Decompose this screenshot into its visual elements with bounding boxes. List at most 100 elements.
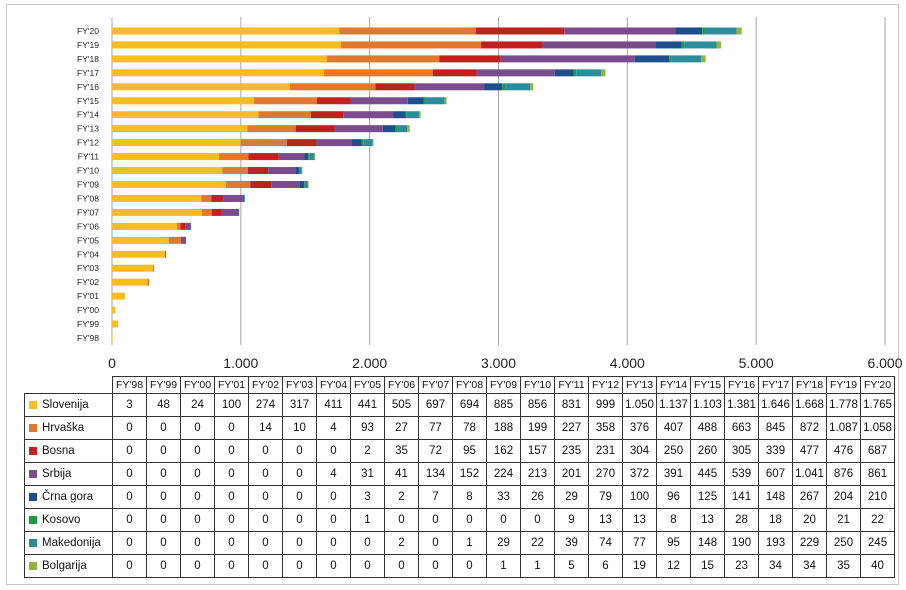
bar-segment <box>147 278 150 286</box>
bar-segment <box>564 27 676 35</box>
table-header-cell: FY'01 <box>214 376 249 394</box>
bar-segment <box>211 194 224 202</box>
table-cell: 0 <box>214 508 249 532</box>
table-cell: 0 <box>282 554 317 578</box>
table-cell: 687 <box>860 439 895 463</box>
bar-segment <box>481 41 543 49</box>
bar-segment <box>299 181 305 188</box>
bar-segment <box>576 69 602 77</box>
bar-segment <box>407 125 410 133</box>
table-cell: 0 <box>248 439 283 463</box>
bar-segment <box>243 194 245 202</box>
table-cell: 304 <box>622 439 657 463</box>
table-cell: 876 <box>826 462 861 486</box>
table-cell: 999 <box>588 393 623 417</box>
bars <box>112 27 742 342</box>
table-cell: 539 <box>724 462 759 486</box>
bar-segment <box>201 208 212 216</box>
table-cell: 250 <box>656 439 691 463</box>
bar-segment <box>112 306 116 314</box>
category-label: FY'12 <box>77 138 99 148</box>
bar-segment <box>476 69 555 77</box>
bar-segment <box>112 194 202 202</box>
bar-segment <box>112 27 340 35</box>
bar-segment <box>185 236 186 244</box>
bar-segment <box>222 167 248 175</box>
table-cell: 0 <box>248 462 283 486</box>
bar-segment <box>655 41 682 49</box>
table-cell: 134 <box>418 462 453 486</box>
bar-segment <box>238 208 240 216</box>
table-cell: 2 <box>384 485 419 509</box>
bar-segment <box>432 69 477 77</box>
table-cell: 23 <box>724 554 759 578</box>
table-cell: 2 <box>384 531 419 555</box>
table-cell: 0 <box>146 554 181 578</box>
table-cell: 697 <box>418 393 453 417</box>
category-label: FY'16 <box>77 82 99 92</box>
bar-segment <box>542 41 656 49</box>
bar-segment <box>112 69 325 77</box>
bar-segment <box>675 27 703 35</box>
table-cell: 1.058 <box>860 416 895 440</box>
bar-segment <box>112 222 178 230</box>
table-cell: 0 <box>282 531 317 555</box>
table-cell: 157 <box>520 439 555 463</box>
table-cell: 79 <box>588 485 623 509</box>
bar-segment <box>219 153 249 161</box>
table-cell: 1.137 <box>656 393 691 417</box>
category-label: FY'15 <box>77 96 99 106</box>
bar-segment <box>201 194 212 202</box>
bar-segment <box>289 83 376 91</box>
bar-segment <box>316 139 352 147</box>
table-cell: 0 <box>248 554 283 578</box>
bar-segment <box>372 139 374 147</box>
category-label: FY'05 <box>77 235 99 245</box>
table-cell: 0 <box>180 554 215 578</box>
bar-segment <box>701 55 706 63</box>
table-row: Črna gora 0 0 0 0 0 0 0 3 2 7 8 33 26 29 79 100 96 125 141 1… <box>24 485 895 509</box>
legend-swatch <box>29 469 37 478</box>
table-cell: 227 <box>554 416 589 440</box>
bar-segment <box>112 236 169 244</box>
table-cell: 31 <box>350 462 385 486</box>
bar-segment <box>530 83 534 91</box>
table-cell: 831 <box>554 393 589 417</box>
table-cell: 20 <box>792 508 827 532</box>
bar-segment <box>439 55 501 63</box>
table-cell: 0 <box>282 462 317 486</box>
bar-segment <box>112 208 202 216</box>
table-cell: 0 <box>112 462 147 486</box>
table-header-cell: FY'98 <box>112 376 147 394</box>
x-tick-label: 6.000 <box>867 355 902 371</box>
bar-segment <box>308 153 310 161</box>
bar-segment <box>112 181 227 188</box>
table-cell: 505 <box>384 393 419 417</box>
table-cell: 694 <box>452 393 487 417</box>
bar-segment <box>168 236 181 244</box>
bar-segment <box>152 264 155 272</box>
category-label: FY'06 <box>77 221 99 231</box>
bar-segment <box>423 97 426 105</box>
bar-segment <box>112 320 119 328</box>
table-cell: 1.103 <box>690 393 725 417</box>
bar-segment <box>295 167 299 175</box>
table-cell: 445 <box>690 462 725 486</box>
table-cell: 0 <box>146 485 181 509</box>
series-name: Srbija <box>42 467 72 480</box>
table-cell: 372 <box>622 462 657 486</box>
table-cell: 0 <box>452 554 487 578</box>
table-cell: 0 <box>520 508 555 532</box>
table-cell: 24 <box>180 393 215 417</box>
table-cell: 1.646 <box>758 393 793 417</box>
table-cell: 0 <box>112 508 147 532</box>
bar-segment <box>341 41 482 49</box>
table-header-cell: FY'08 <box>452 376 487 394</box>
table-cell: 0 <box>350 531 385 555</box>
table-cell: 0 <box>112 439 147 463</box>
bar-segment <box>112 334 113 342</box>
table-cell: 188 <box>486 416 521 440</box>
bar-segment <box>180 222 186 230</box>
bar-segment <box>502 83 506 91</box>
series-name: Slovenija <box>42 398 89 411</box>
